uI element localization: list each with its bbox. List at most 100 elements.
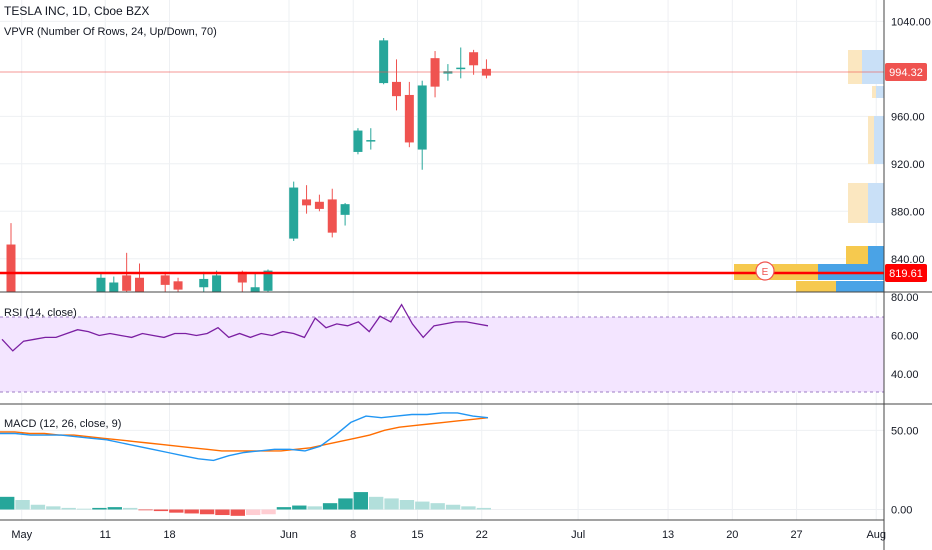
candle-body [135,277,144,292]
macd-histogram-bar [30,504,46,510]
macd-histogram-bar [292,505,307,510]
time-axis[interactable]: May 11 18 Jun 8 15 22 Jul 13 20 27 Aug [11,529,886,541]
candle-body [404,94,414,143]
macd-axis-tick-label: 50.00 [891,425,919,437]
macd-histogram-bar [445,504,461,510]
volume-profile-down-bar [846,246,868,264]
candle-body [417,85,427,150]
time-axis-tick-label: 20 [726,529,738,541]
volume-profile-down-bar [796,281,836,292]
candle-body [212,275,222,292]
rsi-series [1,303,489,352]
macd-histogram-bar [307,506,322,510]
macd-histogram-bar [276,507,292,510]
volume-profile-up-bar [836,281,884,292]
time-axis-tick-label: 8 [350,529,356,541]
time-axis-tick-label: 18 [163,529,175,541]
volume-profile-up-bar [876,86,884,98]
macd-histogram-bar [46,506,61,510]
macd-histogram-bar [138,509,153,511]
time-axis-tick-label: Aug [866,529,886,541]
price-axis-tick-label: 880.00 [891,206,925,218]
earnings-marker-icon[interactable] [755,261,775,281]
macd-histogram-bar [369,496,384,510]
candle-body [96,277,106,292]
macd-legend[interactable]: MACD (12, 26, close, 9) [4,418,122,430]
price-axis[interactable]: 840.00 880.00 920.00 960.00 1040.00 40.00 60.0… [891,16,931,516]
macd-histogram-bar [230,509,245,516]
macd-histogram-bar [430,503,445,510]
macd-signal-line [0,417,489,452]
macd-histogram-bar [215,509,230,516]
candle-body [199,278,209,288]
candle-body [122,275,132,291]
macd-histogram-bar [0,496,15,510]
volume-profile-down-bar [848,183,868,223]
macd-histogram-bar [461,506,476,510]
price-axis-tick-label: 960.00 [891,111,925,123]
volume-profile-down-bar [872,86,876,98]
rsi-legend[interactable]: RSI (14, close) [4,307,77,319]
macd-histogram-bar [169,509,184,513]
macd-histogram-bar [353,492,368,510]
macd-histogram-bar [92,507,107,510]
candle-body [366,140,376,142]
price-axis-tick-label: 920.00 [891,159,925,171]
rsi-axis-tick-label: 40.00 [891,369,919,381]
macd-histogram-bar [246,509,261,516]
volume-profile-up-bar [868,246,884,264]
candle-body [340,204,350,215]
candle-body [237,271,247,283]
macd-histogram-bar [123,507,138,510]
price-axis-tick-label: 840.00 [891,254,925,266]
volume-profile-down-bar [868,116,874,164]
candle-body [263,270,273,291]
macd-histogram-bar [261,509,276,515]
candle-body [289,187,299,239]
time-axis-tick-label: May [11,529,32,541]
time-axis-tick-label: 15 [411,529,423,541]
macd-line [0,412,489,462]
candle-body [314,201,324,209]
time-axis-tick-label: Jun [280,529,298,541]
macd-series [0,412,491,516]
time-axis-tick-label: 22 [476,529,488,541]
macd-histogram-bar [476,507,491,510]
macd-histogram-bar [399,500,415,510]
last-price-tag-label: 994.32 [889,67,923,79]
level-price-tag [885,264,927,282]
macd-histogram-bar [199,509,215,515]
time-axis-tick-label: 13 [662,529,674,541]
candle-body [173,281,183,290]
macd-histogram-bar [76,508,92,510]
macd-histogram-bar [322,503,338,510]
earnings-marker-label: E [762,267,769,278]
macd-histogram-bar [61,507,76,510]
candle-body [456,67,466,70]
rsi-axis-tick-label: 80.00 [891,292,919,304]
macd-histogram-bar [415,501,430,510]
candle-body [392,81,401,97]
volume-profile-up-bar [862,50,884,84]
time-axis-tick-label: 11 [100,529,111,541]
volume-profile-up-bar [874,116,884,164]
level-price-tag-label: 819.61 [889,268,923,280]
macd-histogram-bar [15,500,30,510]
candle-body [327,199,337,233]
candle-body [250,287,260,292]
rsi-band [0,317,884,392]
macd-histogram-bar [338,498,353,510]
rsi-line [1,303,489,352]
rsi-axis-tick-label: 60.00 [891,330,919,342]
candle-body [302,199,312,206]
macd-histogram-bar [107,507,122,510]
time-axis-tick-label: 27 [790,529,802,541]
candle-body [379,40,389,84]
candle-body [109,282,119,292]
vpvr-legend[interactable]: VPVR (Number Of Rows, 24, Up/Down, 70) [4,26,217,38]
candle-body [160,275,170,285]
macd-histogram-bar [384,498,399,510]
symbol-title[interactable]: TESLA INC, 1D, Cboe BZX [4,4,150,18]
macd-histogram-bar [153,509,169,512]
